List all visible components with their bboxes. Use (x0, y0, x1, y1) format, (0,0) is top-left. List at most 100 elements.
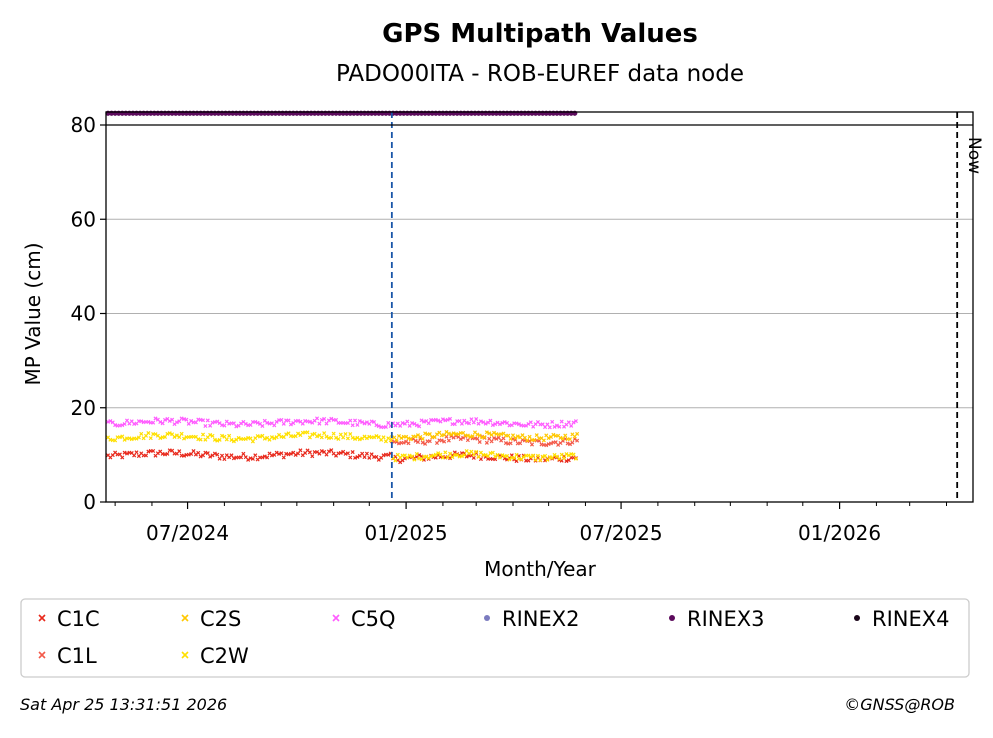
c5q-point (158, 420, 163, 425)
c2w-point (336, 436, 341, 441)
c1l-point (413, 438, 418, 443)
c2w-point (550, 455, 555, 460)
c2s-point (446, 431, 451, 436)
c2w-point (381, 435, 386, 440)
footer-timestamp: Sat Apr 25 13:31:51 2026 (20, 695, 227, 714)
c2w-point (571, 452, 576, 457)
c1l-point (439, 438, 444, 443)
c2w-point (305, 430, 310, 435)
legend-label: RINEX4 (872, 607, 950, 631)
c1l-point (496, 435, 501, 440)
c5q-point (319, 417, 324, 422)
c2w-point (514, 452, 519, 457)
c2w-point (412, 457, 417, 462)
c2w-point (483, 453, 488, 458)
c5q-point (490, 423, 495, 428)
c2w-point (462, 452, 467, 458)
c5q-point (120, 423, 125, 428)
c5q-point (386, 420, 391, 425)
c5q-point (559, 419, 564, 424)
c2s-point (515, 434, 520, 439)
c2w-point (512, 455, 517, 460)
c1l-point (518, 441, 523, 446)
c2w-point (476, 454, 481, 459)
legend-marker (484, 615, 490, 621)
c1c-point (319, 449, 324, 454)
c2w-point (324, 434, 329, 439)
c5q-point (322, 416, 327, 421)
c1c-point (117, 452, 122, 457)
c1l-point (475, 436, 480, 441)
c2s-point (541, 438, 546, 443)
c5q-point (353, 418, 358, 423)
c2w-point (127, 436, 132, 441)
c2w-point (162, 434, 168, 439)
c1l-point (575, 438, 580, 443)
c2w-point (146, 430, 151, 436)
c2s-point (534, 433, 539, 438)
c5q-point (488, 418, 493, 423)
c5q-point (554, 423, 559, 428)
c1c-point (348, 455, 353, 460)
c1c-point (181, 453, 187, 458)
chart-subtitle: PADO00ITA - ROB-EUREF data node (336, 61, 744, 87)
grid-lines (106, 218, 973, 409)
x-tick-label: 01/2026 (798, 521, 881, 545)
c1l-point (484, 440, 489, 445)
c5q-point (493, 422, 498, 427)
c2w-point (148, 436, 153, 441)
c5q-point (234, 424, 239, 429)
c5q-point (108, 419, 113, 424)
c1c-point (307, 450, 312, 455)
c1c-point (177, 449, 182, 454)
c2s-point (525, 438, 530, 443)
c5q-point (571, 420, 576, 425)
c2w-point (179, 431, 184, 436)
c2w-point (573, 456, 578, 461)
c2w-point (505, 453, 510, 458)
c5q-point (372, 419, 377, 425)
c2w-point (136, 435, 141, 440)
c1c-point (122, 450, 127, 455)
c2w-point (350, 435, 355, 440)
legend-marker (181, 651, 189, 659)
c2w-point (345, 436, 350, 441)
c1c-point (353, 455, 358, 460)
c1c-point (360, 451, 365, 456)
c2s-point (420, 436, 425, 441)
c2s-point (563, 433, 568, 438)
legend-marker (854, 615, 860, 621)
c5q-point (281, 421, 286, 426)
y-tick-label: 0 (83, 490, 96, 514)
c2s-point (551, 432, 556, 437)
c2s-point (546, 436, 551, 441)
c5q-point (569, 423, 574, 428)
x-tick-label: 07/2024 (146, 521, 229, 545)
c2w-point (433, 452, 438, 457)
c2w-point (424, 454, 429, 459)
c5q-point (272, 423, 277, 428)
c5q-point (222, 423, 227, 428)
c1l-point (548, 441, 554, 446)
legend-label: C5Q (351, 607, 396, 631)
c5q-point (348, 418, 353, 423)
legend-marker (332, 614, 340, 622)
c1c-point (367, 455, 372, 460)
c2w-point (538, 458, 543, 463)
c5q-point (417, 424, 422, 429)
c1c-point (170, 448, 175, 453)
c1l-point (427, 439, 432, 444)
c2w-point (250, 439, 255, 444)
vertical-lines: Now (390, 112, 984, 502)
c5q-point (315, 416, 320, 421)
c1l-point (489, 439, 494, 444)
c1l-point (420, 440, 425, 445)
c2w-point (181, 436, 187, 441)
c1l-point (465, 438, 470, 443)
c1l-point (544, 443, 549, 448)
c2w-point (436, 451, 441, 456)
c5q-point (502, 419, 507, 425)
c5q-point (189, 418, 194, 423)
c2s-point (449, 432, 454, 437)
